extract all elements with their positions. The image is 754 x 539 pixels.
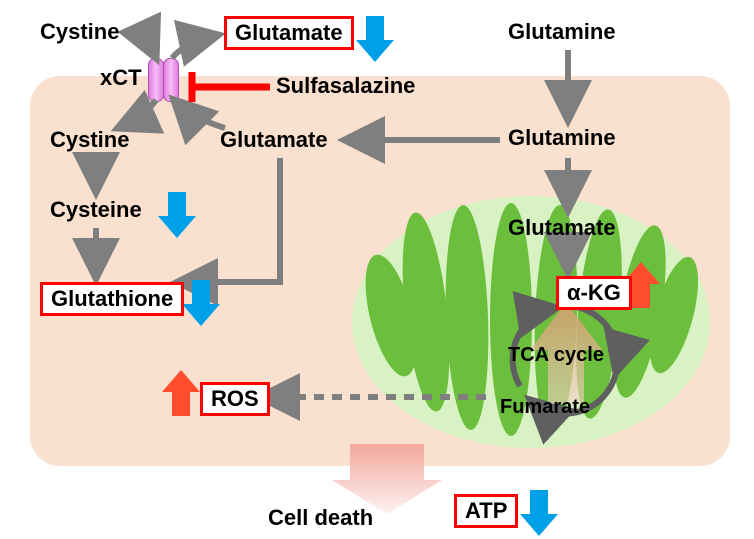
label-glutamate-in: Glutamate [220, 128, 328, 152]
diagram-stage: Cystine Glutamate Glutamine xCT Sulfasal… [0, 0, 754, 539]
label-glutamine-in: Glutamine [508, 126, 616, 150]
label-glutathione-boxed: Glutathione [40, 282, 184, 316]
label-sulfasalazine: Sulfasalazine [276, 74, 415, 98]
label-atp-boxed: ATP [454, 494, 518, 528]
label-glutamate-out-boxed: Glutamate [224, 16, 354, 50]
label-ros-boxed: ROS [200, 382, 270, 416]
label-cysteine: Cysteine [50, 198, 142, 222]
label-fumarate: Fumarate [500, 396, 590, 418]
label-tca: TCA cycle [508, 344, 604, 366]
label-cystine-in: Cystine [50, 128, 129, 152]
label-glutamate-mito: Glutamate [508, 216, 616, 240]
label-cystine-out: Cystine [40, 20, 119, 44]
label-akg-boxed: α-KG [556, 276, 632, 310]
label-glutamine-out: Glutamine [508, 20, 616, 44]
label-cell-death: Cell death [268, 506, 373, 530]
label-xct: xCT [100, 66, 142, 90]
